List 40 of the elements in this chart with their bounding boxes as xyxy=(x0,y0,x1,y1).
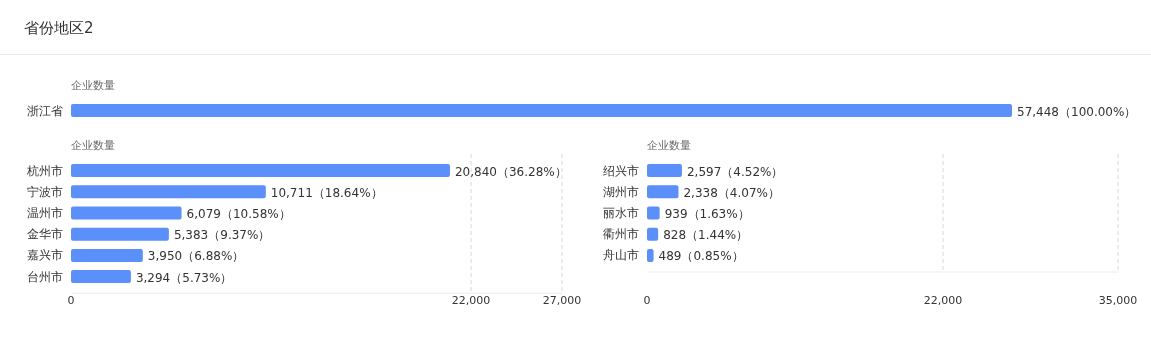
y-axis-title: 企业数量 xyxy=(71,79,115,92)
y-tick-label: 舟山市 xyxy=(603,248,639,263)
data-label: 6,079（10.58%） xyxy=(186,207,291,221)
data-label: 939（1.63%） xyxy=(664,207,750,221)
y-tick-label: 台州市 xyxy=(27,269,63,284)
x-tick-label: 0 xyxy=(643,294,651,307)
y-tick-label: 绍兴市 xyxy=(603,163,639,178)
bar xyxy=(71,185,266,199)
bar xyxy=(71,270,131,284)
x-tick-label: 22,000 xyxy=(923,294,963,307)
data-label: 20,840（36.28%） xyxy=(454,164,567,179)
bar xyxy=(71,248,143,262)
bar xyxy=(71,164,450,178)
y-tick-label: 衢州市 xyxy=(603,227,639,242)
x-tick-label: 35,000 xyxy=(1098,294,1138,307)
data-label: 57,448（100.00%） xyxy=(1017,104,1137,119)
y-axis-title: 企业数量 xyxy=(71,139,115,152)
data-label: 828（1.44%） xyxy=(663,228,749,243)
x-tick-label: 22,000 xyxy=(451,294,491,307)
bar xyxy=(71,206,182,220)
x-tick-label: 0 xyxy=(67,294,75,307)
data-label: 489（0.85%） xyxy=(658,249,744,264)
y-tick-label: 杭州市 xyxy=(26,163,63,178)
data-label: 5,383（9.37%） xyxy=(173,228,271,243)
y-tick-label: 丽水市 xyxy=(603,206,639,220)
data-label: 2,597（4.52%） xyxy=(686,164,784,179)
data-label: 10,711（18.64%） xyxy=(270,185,383,200)
y-tick-label: 嘉兴市 xyxy=(27,248,63,263)
y-tick-label: 宁波市 xyxy=(27,184,63,199)
chart-title: 省份地区2 xyxy=(24,19,94,37)
y-tick-label: 湖州市 xyxy=(603,184,639,199)
data-label: 2,338（4.07%） xyxy=(683,185,780,200)
y-tick-label: 温州市 xyxy=(27,206,63,220)
y-axis-title: 企业数量 xyxy=(647,139,691,152)
bar xyxy=(71,227,169,241)
data-label: 3,294（5.73%） xyxy=(135,270,233,285)
y-tick-label: 浙江省 xyxy=(27,103,63,118)
x-tick-label: 27,000 xyxy=(542,294,582,307)
y-tick-label: 金华市 xyxy=(27,227,63,242)
data-label: 3,950（6.88%） xyxy=(147,249,245,264)
